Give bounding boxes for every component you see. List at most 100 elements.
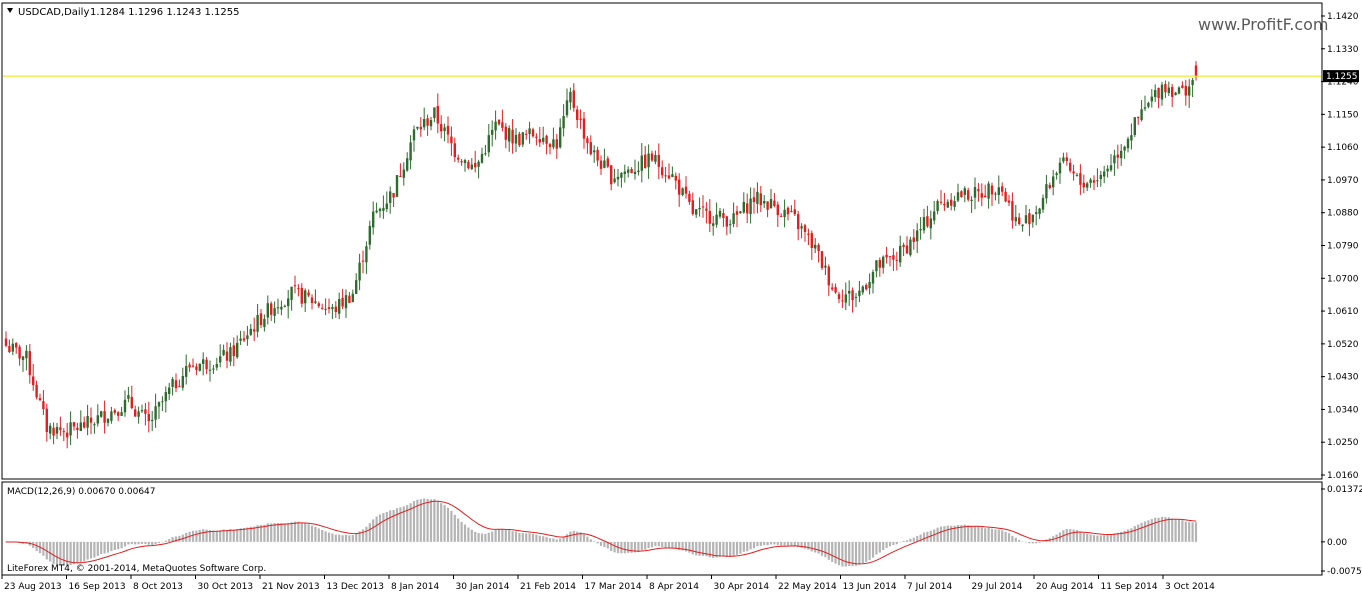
- macd-bar: [219, 530, 222, 542]
- macd-bar: [746, 541, 749, 552]
- macd-bar: [300, 523, 303, 542]
- candle-body: [997, 187, 1000, 195]
- macd-bar: [803, 541, 807, 549]
- chevron-down-icon[interactable]: [7, 8, 13, 13]
- candle-body: [140, 410, 144, 412]
- macd-bar: [365, 526, 368, 542]
- candle-body: [127, 395, 130, 399]
- candle-body: [120, 412, 123, 416]
- macd-bar: [348, 535, 351, 542]
- macd-bar: [161, 541, 164, 543]
- candle-body: [722, 213, 725, 219]
- macd-bar: [715, 541, 718, 558]
- macd-bar: [191, 530, 195, 542]
- candle-body: [297, 288, 300, 290]
- candle-body: [433, 107, 436, 119]
- macd-bar: [514, 531, 518, 542]
- candle-body: [956, 192, 960, 201]
- macd-bar: [443, 505, 446, 542]
- macd-bar: [59, 541, 62, 566]
- macd-bar: [35, 541, 38, 551]
- macd-bar: [103, 541, 106, 554]
- macd-bar: [960, 525, 963, 542]
- candle-body: [970, 199, 973, 202]
- candle-body: [667, 175, 671, 179]
- macd-bar: [212, 530, 215, 542]
- macd-bar: [497, 529, 501, 542]
- candle-body: [953, 201, 956, 207]
- macd-bar: [807, 541, 810, 550]
- macd-bar: [470, 529, 473, 542]
- candle-body: [300, 287, 303, 304]
- candle-body: [8, 346, 11, 353]
- macd-bar: [729, 541, 732, 557]
- candle-body: [671, 174, 674, 177]
- candle-body: [66, 432, 69, 438]
- candle-body: [712, 223, 715, 226]
- candle-body: [1038, 208, 1041, 215]
- candle-body: [59, 427, 62, 431]
- macd-bar: [521, 533, 524, 542]
- macd-bar: [1174, 519, 1177, 542]
- candle-body: [644, 154, 647, 168]
- macd-bar: [525, 533, 528, 542]
- candle-body: [450, 136, 453, 144]
- candle-body: [905, 245, 909, 254]
- candle-body: [1075, 174, 1079, 176]
- candle-body: [868, 281, 871, 289]
- macd-bar: [484, 533, 487, 542]
- macd-bar: [341, 535, 344, 542]
- macd-bar: [769, 541, 773, 545]
- x-tick-label: 21 Nov 2013: [262, 582, 320, 592]
- macd-bar: [749, 541, 752, 550]
- candle-body: [933, 211, 936, 221]
- candle-body: [1021, 224, 1024, 227]
- macd-bar: [759, 541, 762, 546]
- candle-body: [480, 153, 484, 163]
- candle-body: [613, 178, 616, 183]
- macd-bar: [263, 524, 266, 542]
- candle-body: [18, 346, 21, 359]
- candle-body: [926, 216, 929, 227]
- candle-body: [62, 431, 65, 433]
- macd-bar: [419, 499, 422, 542]
- macd-bar: [168, 539, 171, 542]
- candle-body: [161, 401, 164, 403]
- macd-bar: [494, 529, 497, 542]
- candle-body: [691, 200, 694, 214]
- macd-bar: [528, 533, 531, 542]
- macd-bar: [956, 525, 960, 542]
- x-tick-label: 13 Jun 2014: [843, 582, 897, 592]
- candle-body: [1096, 180, 1099, 182]
- candle-body: [341, 297, 344, 307]
- macd-bar: [55, 541, 59, 565]
- candle-body: [290, 286, 293, 300]
- macd-bar: [531, 533, 535, 542]
- candle-body: [229, 347, 232, 362]
- macd-bar: [100, 541, 103, 555]
- macd-bar: [1123, 530, 1126, 542]
- candle-body: [1069, 162, 1072, 171]
- candle-body: [786, 207, 790, 215]
- candle-body: [1055, 173, 1058, 176]
- candle-body: [1004, 191, 1007, 202]
- macd-bar: [164, 540, 167, 542]
- candle-body: [1062, 157, 1065, 162]
- candle-body: [1113, 155, 1116, 164]
- candle-body: [123, 399, 127, 413]
- candle-body: [790, 211, 793, 213]
- candle-body: [661, 167, 664, 176]
- candle-body: [368, 225, 371, 245]
- candle-body: [100, 411, 103, 417]
- candle-body: [283, 305, 286, 307]
- candle-body: [963, 188, 966, 195]
- macd-bar: [32, 541, 35, 549]
- candle-body: [769, 199, 773, 209]
- candle-body: [154, 406, 157, 420]
- candle-body: [732, 213, 735, 225]
- candle-body: [800, 226, 803, 229]
- macd-bar: [684, 541, 688, 552]
- macd-bar: [270, 523, 273, 542]
- candle-body: [52, 427, 55, 436]
- macd-bar: [688, 541, 691, 553]
